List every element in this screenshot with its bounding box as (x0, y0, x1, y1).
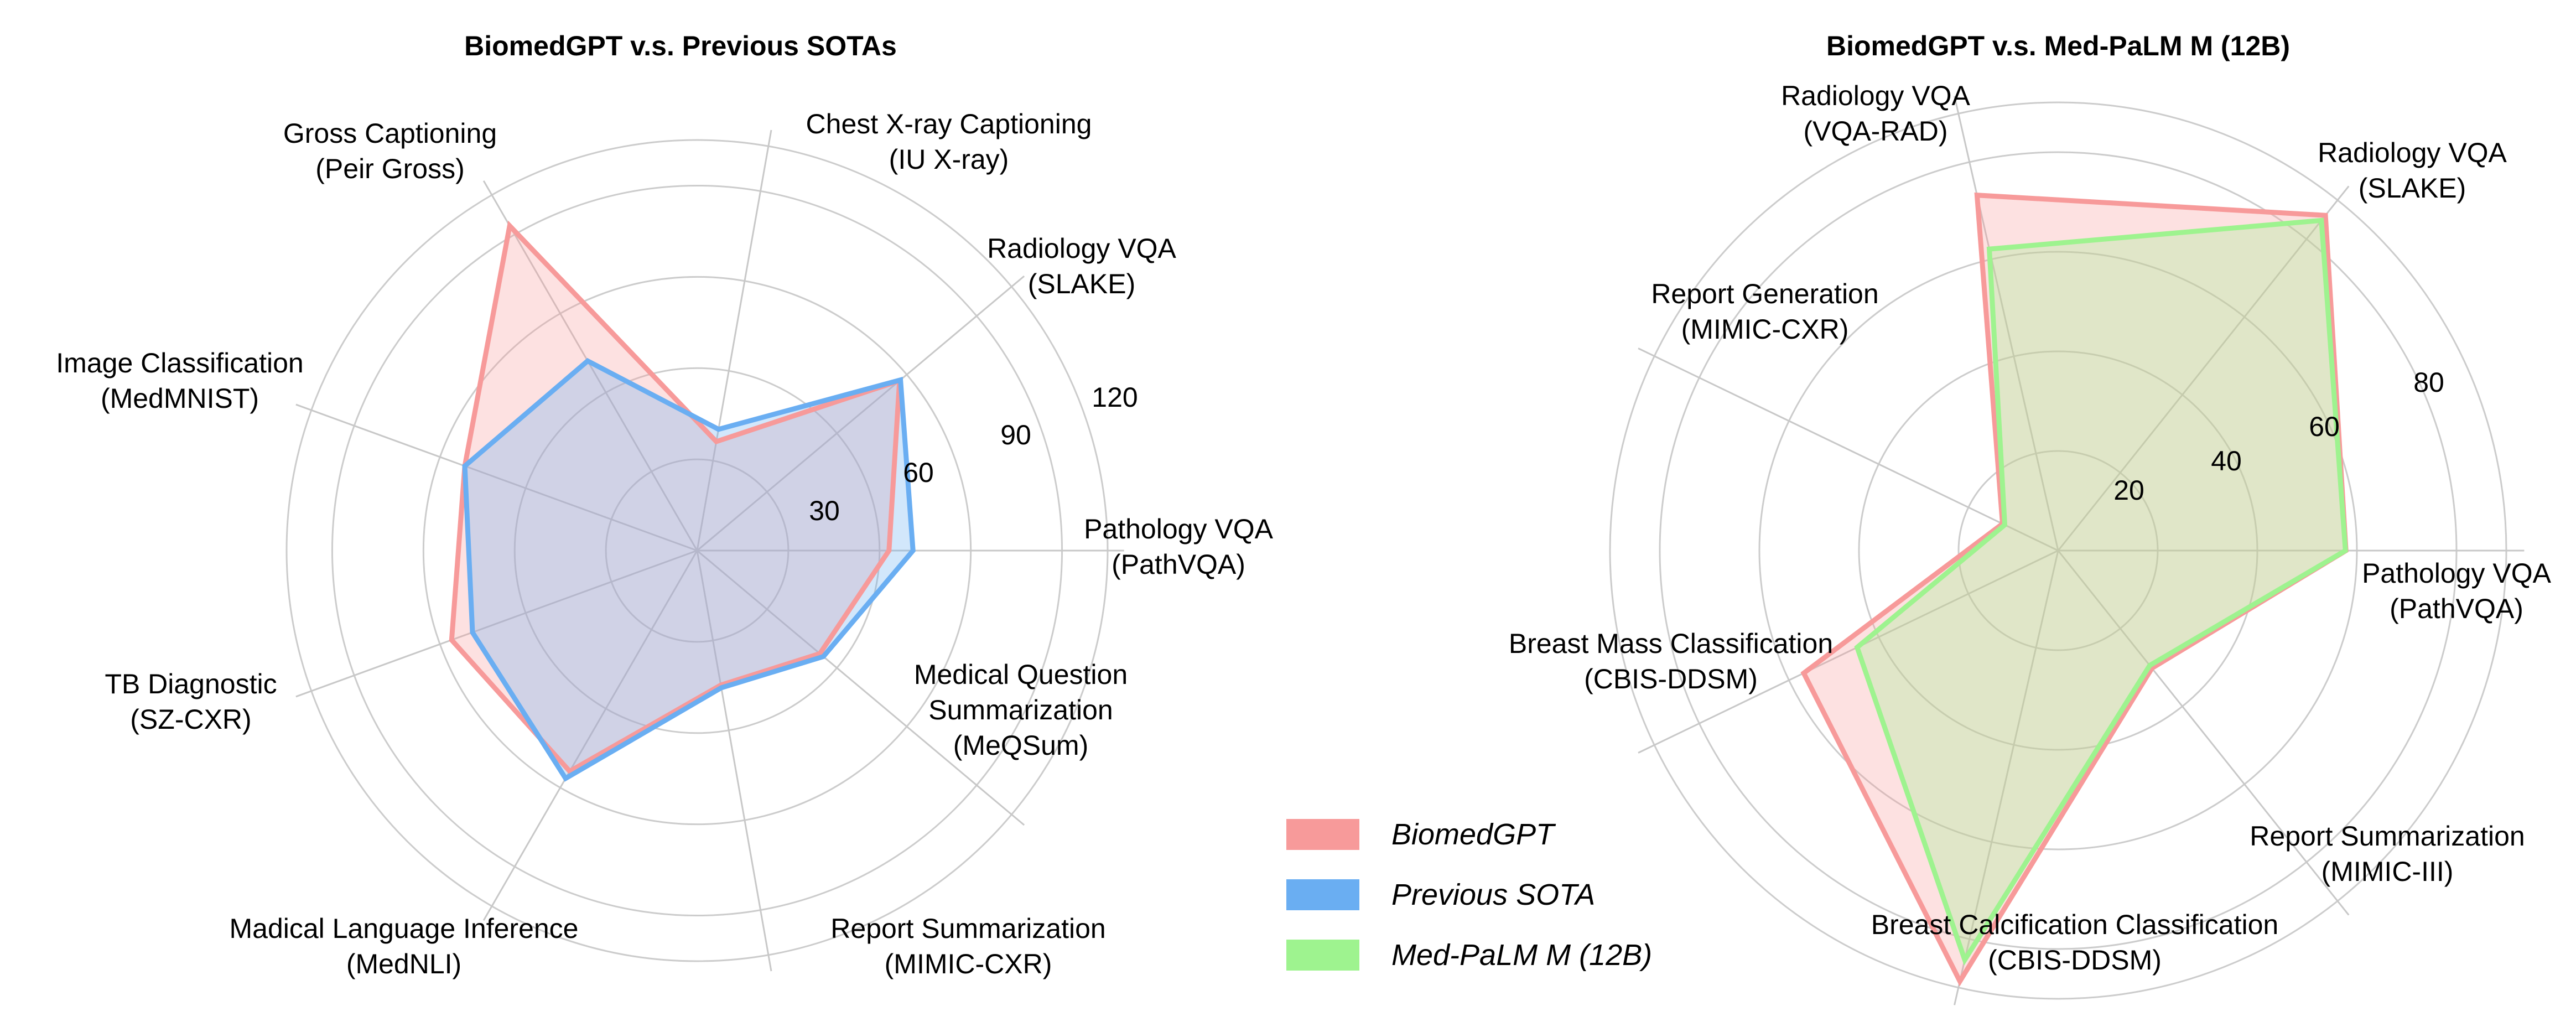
spoke-6 (482, 550, 698, 921)
tick-label-20: 20 (2113, 475, 2144, 506)
axis-label-chest-x-ray-captioning-2: Chest X-ray Captioning (IU X-ray) (806, 108, 1092, 175)
spoke-5 (1954, 550, 2059, 1005)
radar-chart-biomedgpt-vs-previous-sotas: BiomedGPT v.s. Previous SOTAs 30 60 90 120 Pa… (56, 30, 1273, 979)
legend: BiomedGPT Previous SOTA Med-PaLM M (12B) (1286, 818, 1652, 972)
spoke-8 (697, 549, 1025, 826)
axis-label-gross-captioning-3: Gross Captioning (Peir Gross) (283, 118, 497, 184)
series-line-previous-sota (462, 357, 916, 782)
tick-label-80: 80 (2413, 367, 2444, 398)
spoke-7 (696, 550, 772, 972)
legend-label-med-palm-m-12b: Med-PaLM M (12B) (1391, 938, 1652, 972)
axis-label-medical-question-8: Medical Question Summarization (MeQSum) (914, 659, 1128, 761)
series-line-biomedgpt (1800, 192, 2349, 987)
tick-label-90: 90 (1000, 419, 1031, 450)
tick-label-40: 40 (2211, 445, 2242, 476)
tick-label-60: 60 (2309, 411, 2340, 442)
legend-label-previous-sota: Previous SOTA (1391, 878, 1595, 911)
chart-title: BiomedGPT v.s. Med-PaLM M (12B) (1826, 30, 2290, 61)
series-line-med-palm-m-12b (1854, 217, 2348, 966)
axis-label-pathology-vqa-0: Pathology VQA (PathVQA) (2362, 558, 2552, 624)
spoke-3 (1638, 348, 2059, 552)
spoke-4 (295, 403, 698, 552)
axis-label-tb-diagnostic-5: TB Diagnostic (SZ-CXR) (105, 668, 277, 735)
series-area-med-palm-m-12b (1857, 220, 2346, 960)
chart-title: BiomedGPT v.s. Previous SOTAs (464, 30, 897, 61)
series-area-biomedgpt (1804, 195, 2346, 982)
legend-swatch-previous-sota (1286, 879, 1359, 910)
series-area-previous-sota (465, 361, 913, 779)
axis-label-report-summarization-6: Report Summarization (MIMIC-III) (2250, 821, 2525, 887)
spoke-6 (2057, 550, 2350, 916)
axis-label-pathology-vqa-0: Pathology VQA (PathVQA) (1084, 514, 1274, 580)
tick-label-120: 120 (1092, 382, 1138, 413)
spoke-4 (1638, 549, 2059, 754)
spoke-2 (1954, 96, 2059, 551)
axis-label-madical-language-inference-6: Madical Language Inference (MedNLI) (229, 913, 578, 979)
axis-label-image-classification-4: Image Classification (MedMNIST) (56, 348, 303, 414)
spoke-3 (482, 180, 698, 551)
axis-label-breast-calcification-classification-5: Breast Calcification Classification (CBIS… (1871, 909, 2278, 976)
legend-swatch-biomedgpt (1286, 819, 1359, 850)
spoke-1 (697, 275, 1025, 552)
spoke-1 (2057, 185, 2350, 551)
series-line-biomedgpt (449, 220, 902, 775)
tick-label-30: 30 (809, 495, 840, 526)
spoke-5 (295, 549, 698, 698)
tick-label-60: 60 (903, 457, 934, 488)
legend-swatch-med-palm-m-12b (1286, 940, 1359, 971)
series-area-biomedgpt (451, 226, 900, 771)
axis-label-radiology-vqa-1: Radiology VQA (SLAKE) (987, 233, 1176, 299)
axis-label-report-summarization-7: Report Summarization (MIMIC-CXR) (830, 913, 1105, 979)
legend-label-biomedgpt: BiomedGPT (1391, 818, 1556, 851)
spoke-2 (696, 129, 772, 551)
axis-label-radiology-vqa-2: Radiology VQA (VQA-RAD) (1781, 80, 1970, 147)
axis-label-breast-mass-classification-4: Breast Mass Classification (CBIS-DDSM) (1509, 628, 1833, 694)
axis-label-radiology-vqa-1: Radiology VQA (SLAKE) (2318, 137, 2507, 204)
axis-label-report-generation-3: Report Generation (MIMIC-CXR) (1651, 278, 1878, 345)
radar-chart-biomedgpt-vs-med-palm-m: BiomedGPT v.s. Med-PaLM M (12B) 20 40 60 80 P… (1509, 30, 2552, 1005)
